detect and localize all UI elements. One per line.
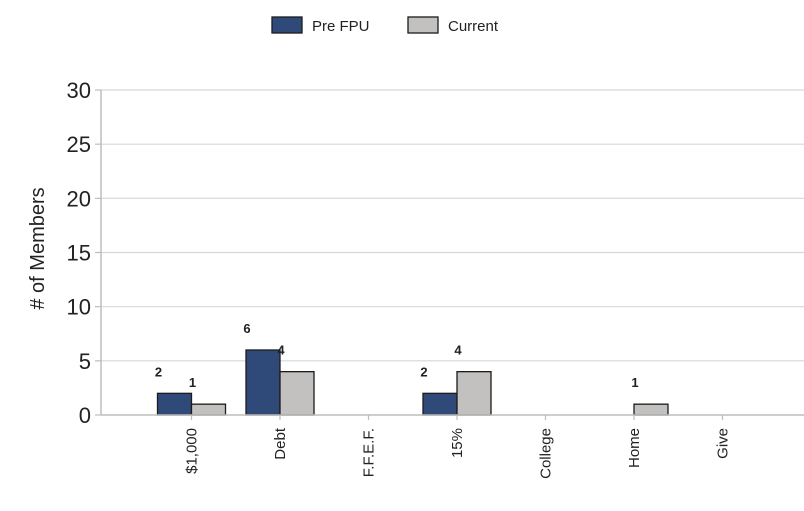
bar-pre-fpu: [422, 392, 458, 416]
data-label: 1: [631, 375, 638, 390]
bar-pre-fpu: [245, 349, 281, 416]
gridlines: [101, 89, 804, 362]
x-tick-label: 15%: [449, 428, 466, 458]
y-tick-label: 30: [67, 78, 91, 103]
data-labels: 2 1 6 4 2 4 1: [155, 321, 639, 390]
data-label: 2: [155, 364, 162, 379]
x-tick-label: College: [538, 428, 555, 479]
bar-current: [279, 371, 315, 416]
y-tick-label: 0: [79, 403, 91, 428]
data-label: 2: [420, 364, 427, 379]
x-tick-label: $1,000: [184, 428, 201, 474]
axes: [100, 90, 804, 416]
legend-label: Pre FPU: [312, 18, 370, 35]
y-tick-label: 10: [67, 295, 91, 320]
data-label: 6: [243, 321, 250, 336]
legend-swatch: [407, 16, 439, 34]
bar-current: [633, 403, 669, 416]
legend-swatch: [271, 16, 303, 34]
y-tick-label: 5: [79, 349, 91, 374]
y-axis-label: # of Members: [27, 187, 49, 309]
legend-label: Current: [448, 18, 499, 35]
bar-current: [190, 403, 227, 416]
x-axis-ticks: $1,000 Debt F.F.E.F. 15% College Home Give: [184, 415, 732, 479]
legend: Pre FPU Current: [271, 16, 499, 35]
x-tick-label: Give: [715, 428, 732, 459]
data-label: 4: [454, 343, 462, 358]
y-axis-ticks: 0 5 10 15 20 25 30: [67, 78, 101, 428]
y-tick-label: 15: [67, 241, 91, 266]
data-label: 4: [277, 343, 285, 358]
x-tick-label: Debt: [272, 427, 289, 460]
bars: [156, 349, 669, 416]
bar-current: [456, 371, 492, 416]
bar-pre-fpu: [156, 392, 193, 416]
data-label: 1: [189, 375, 196, 390]
y-tick-label: 25: [67, 132, 91, 157]
y-tick-label: 20: [67, 186, 91, 211]
x-tick-label: Home: [626, 428, 643, 468]
x-tick-label: F.F.E.F.: [361, 428, 378, 477]
